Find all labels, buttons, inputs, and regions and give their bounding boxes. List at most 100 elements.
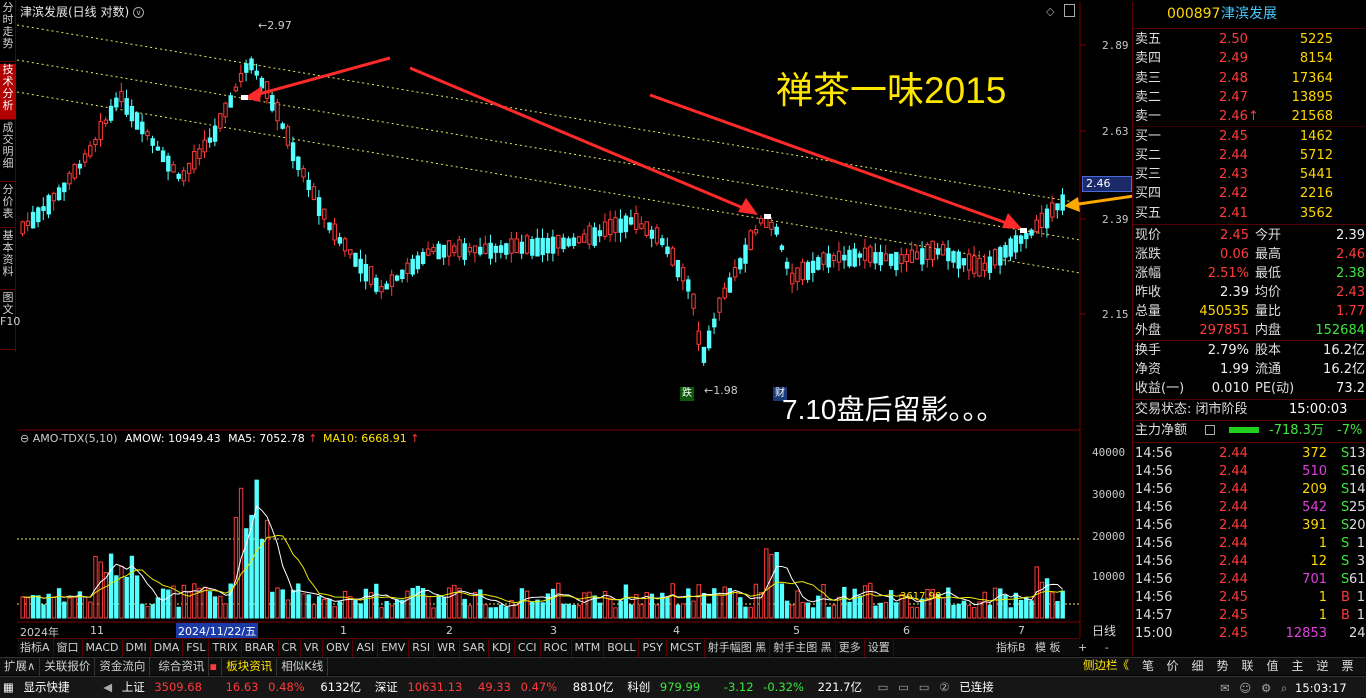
ind-tab[interactable]: CCI [515,639,541,657]
ind-tab[interactable]: FSL [183,639,210,657]
ind-tab[interactable]: 射手幅图 黑 [705,639,771,657]
tab-similar-kline[interactable]: 相似K线 [277,658,329,676]
sidebar-icon[interactable]: 细 [1191,659,1204,673]
table-icon[interactable] [1205,425,1215,435]
ind-tab[interactable]: BOLL [604,639,640,657]
sidebar-icon[interactable]: 票 [1341,659,1354,673]
settings-icon[interactable]: ⚙ [1260,681,1272,695]
sh-index-name[interactable]: 上证 [121,680,145,694]
ask-row[interactable]: 卖四 2.49 8154 [1135,49,1365,68]
event-badge-finance[interactable]: 财 [773,387,787,401]
ind-tab-b[interactable]: 指标B [996,641,1026,654]
tab-intraday[interactable]: 分时走势 [0,2,16,62]
template-button[interactable]: 模 板 [1035,641,1061,654]
candle-body [712,318,717,328]
volume-indicator-name[interactable]: AMO-TDX(5,10) [32,432,118,445]
ind-tab[interactable]: KDJ [489,639,515,657]
volume-bar [613,607,618,619]
chart-icon[interactable]: ▭ [898,680,910,694]
ind-tab[interactable]: BRAR [242,639,279,657]
kc-index-name[interactable]: 科创 [627,680,651,694]
mail-icon[interactable]: ✉ [1220,681,1230,695]
ind-tab[interactable]: ROC [541,639,572,657]
period-selector[interactable]: 日线 [1092,624,1117,638]
ind-tab[interactable]: VR [301,639,324,657]
num-2-icon[interactable]: ② [939,680,950,694]
ind-tab[interactable]: TRIX [209,639,242,657]
ind-tab[interactable]: 设置 [865,639,894,657]
sidebar-icon[interactable]: 联 [1241,659,1254,673]
sidebar-icon[interactable]: 值 [1266,659,1279,673]
tab-trade-detail[interactable]: 成交明细 [0,122,16,182]
sidebar-icon[interactable]: 笔 [1141,659,1154,673]
grid-icon[interactable]: ▦ [3,680,14,694]
ind-tab[interactable]: RSI [409,639,435,657]
zoom-in-button[interactable]: + [1078,641,1088,654]
sz-index-name[interactable]: 深证 [374,680,398,694]
sidebar-icon[interactable]: 主 [1291,659,1304,673]
ask-row[interactable]: 卖三 2.48 17364 [1135,69,1365,88]
ind-tab[interactable]: MACD [83,639,123,657]
candle-body [530,238,535,256]
sidebar-icon[interactable]: 逆 [1316,659,1329,673]
candle-body [36,207,41,223]
ind-tab[interactable]: OBV [323,639,354,657]
ind-tab[interactable]: WR [434,639,460,657]
circle-icon[interactable]: ⊖ [20,432,30,445]
bid-row[interactable]: 买四 2.42 2216 [1135,184,1365,203]
ind-tab[interactable]: DMA [151,639,184,657]
sidebar-icon[interactable]: 价 [1166,659,1179,673]
ind-tab[interactable]: 指标A [17,639,54,657]
bid-row[interactable]: 买一 2.45 1462 [1135,127,1365,146]
chevron-down-icon[interactable]: ∨ [133,7,145,18]
ind-tab[interactable]: CR [279,639,301,657]
list-icon[interactable]: ▭ [918,680,930,694]
search-icon[interactable]: ⌕ [1280,681,1288,695]
quick-display-button[interactable]: 显示快捷 [23,680,70,694]
ind-tab[interactable]: PSY [639,639,667,657]
tab-price-table[interactable]: 分价表 [0,184,16,228]
volume-bar [894,602,899,619]
ind-tab[interactable]: 射手主图 黑 [770,639,836,657]
zoom-out-button[interactable]: - [1104,641,1109,654]
ind-tab[interactable]: ASI [353,639,379,657]
event-badge-fall[interactable]: 跌 [680,387,694,401]
bid-row[interactable]: 买三 2.43 5441 [1135,165,1365,184]
tab-news[interactable]: 综合资讯 ▪ [150,658,223,676]
ask-row[interactable]: 卖二 2.47 13895 [1135,88,1365,107]
ask-row[interactable]: 卖一 2.46↑ 21568 [1135,107,1365,126]
candle-body [51,192,57,202]
tab-related-quotes[interactable]: 关联报价 [40,658,96,676]
ind-tab[interactable]: MTM [572,639,605,657]
tab-capital-flow[interactable]: 资金流向 [95,658,151,676]
bid-row[interactable]: 买五 2.41 3562 [1135,204,1365,223]
chart-icon[interactable]: ▭ [877,680,889,694]
speaker-icon[interactable]: ◀ [103,680,113,694]
volume-bar [374,583,379,619]
tick-row: 14:56 2.44 1 S 1 [1135,534,1365,553]
quote-label: 今开 [1255,228,1282,243]
ind-tab[interactable]: 更多 [836,639,865,657]
ind-tab[interactable]: SAR [460,639,489,657]
kline-chart[interactable] [0,0,1132,640]
tab-technical-analysis[interactable]: 技术分析 [0,64,16,120]
ind-tab[interactable]: EMV [378,639,410,657]
expand-button[interactable]: 扩展∧ [0,658,41,676]
candle-body [82,153,88,163]
tab-f10[interactable]: 图文F10 [0,292,20,350]
window-toggle-icon[interactable] [1064,4,1075,17]
person-icon[interactable]: ☺ [1239,681,1252,695]
ask-row[interactable]: 卖五 2.50 5225 [1135,30,1365,49]
ind-tab[interactable]: DMI [123,639,151,657]
ind-tab[interactable]: MCST [667,639,705,657]
sidebar-toggle[interactable]: 侧边栏《 [1083,658,1129,672]
diamond-icon[interactable]: ◇ [1046,5,1055,18]
candle-body [977,257,982,277]
sidebar-icon[interactable]: 势 [1216,659,1229,673]
tab-fundamentals[interactable]: 基本资料 [0,230,16,290]
bid-row[interactable]: 买二 2.44 5712 [1135,146,1365,165]
ind-tab[interactable]: 窗口 [54,639,83,657]
tick-price: 2.44 [1219,554,1248,569]
tab-sector-news[interactable]: 板块资讯 [222,658,278,676]
volume-bar [696,584,701,619]
